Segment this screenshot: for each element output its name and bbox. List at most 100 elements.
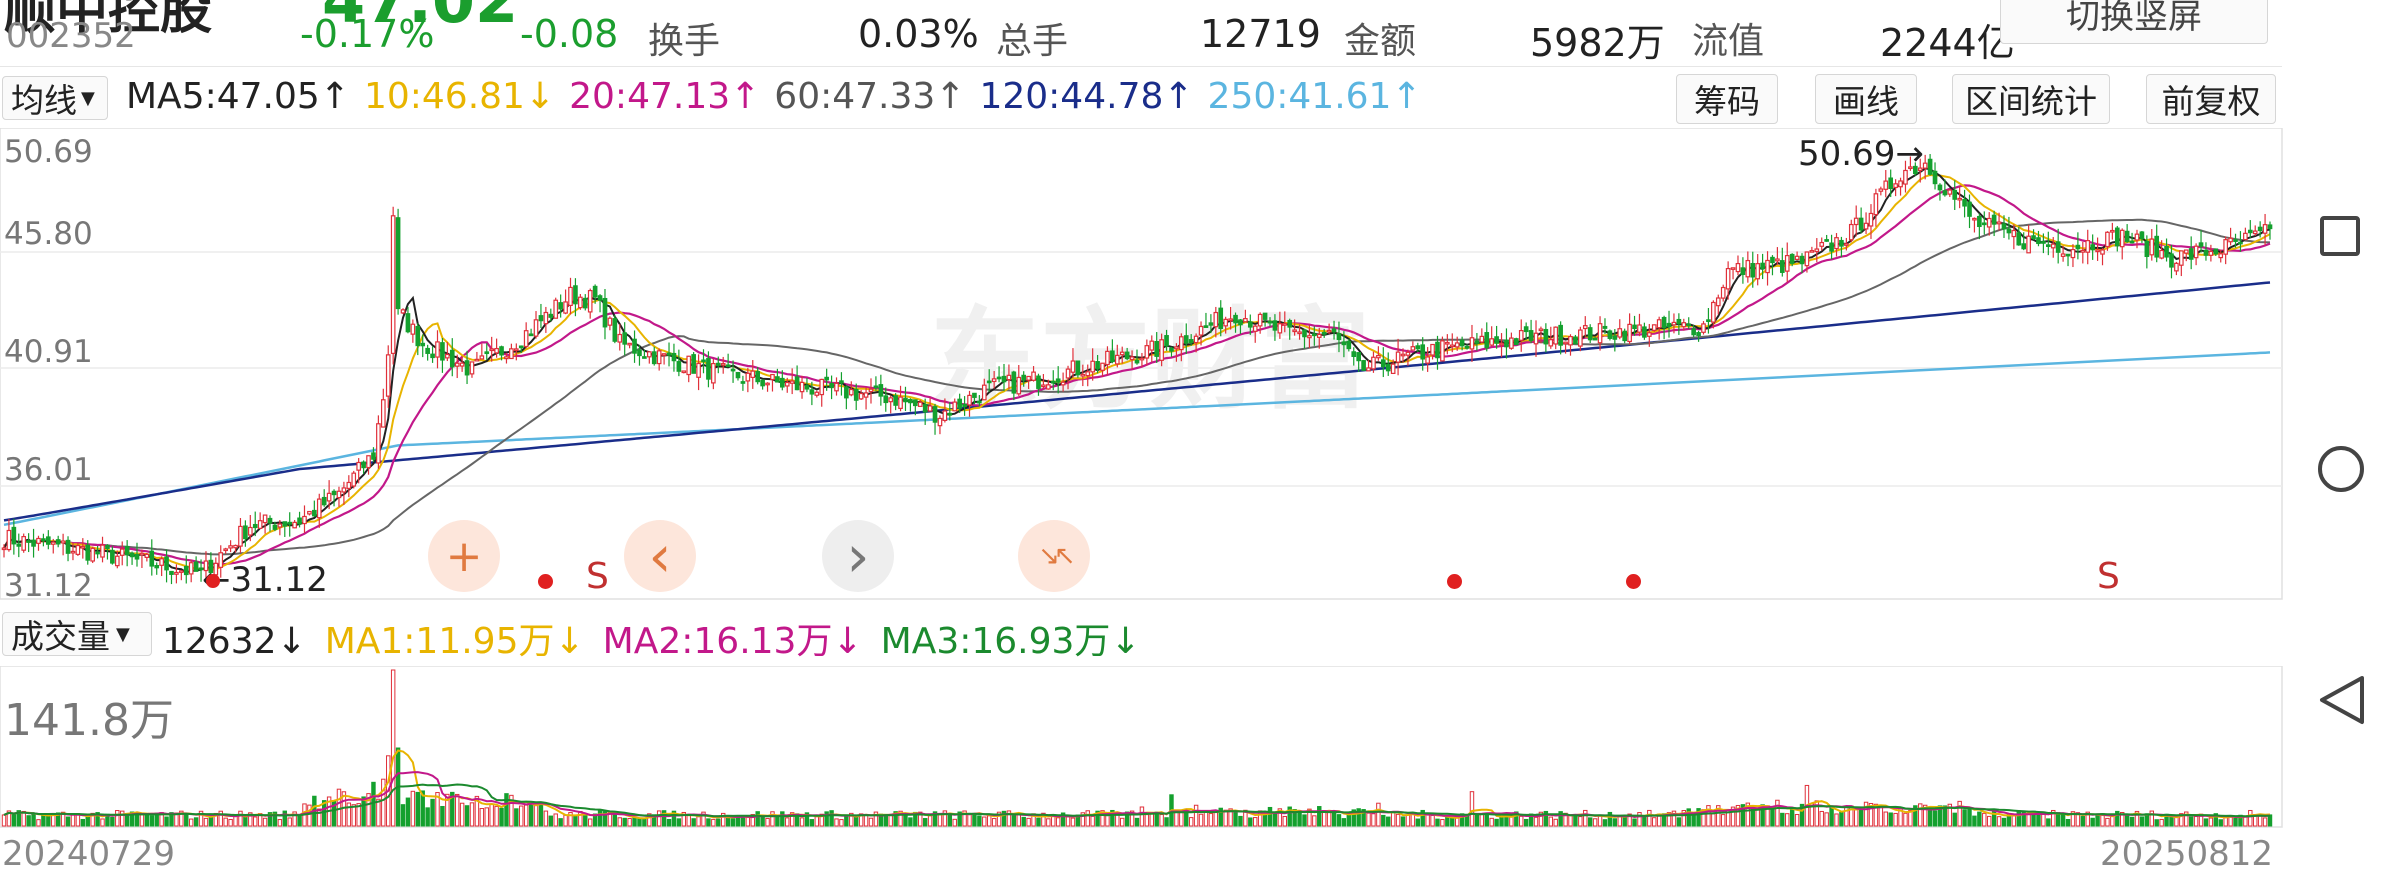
volume-bar [1903, 812, 1908, 827]
amount-value: 5982万 [1530, 21, 1665, 65]
buy-dot-marker [538, 574, 553, 589]
volume-bar [696, 816, 701, 827]
volume-bar [351, 804, 356, 827]
home-icon[interactable] [2318, 446, 2364, 492]
volume-bar [666, 818, 672, 827]
volume-bar [1996, 816, 2002, 827]
volume-selector[interactable]: 成交量 ▼ [2, 612, 152, 656]
candle [75, 542, 81, 556]
volume-bar [937, 813, 943, 827]
volume-bar [627, 818, 632, 827]
candle [691, 352, 696, 374]
prev-button[interactable]: ‹ [624, 520, 696, 592]
candle [1597, 316, 1603, 351]
volume-bar [760, 816, 765, 827]
volume-bar [750, 814, 755, 827]
volume-bar [1972, 815, 1977, 827]
volume-bar [1789, 807, 1795, 827]
candle [2110, 222, 2115, 240]
candle [1031, 366, 1036, 382]
candle [1134, 349, 1140, 365]
candle [1055, 366, 1061, 394]
candle [1080, 364, 1086, 387]
zoom-in-button[interactable]: + [428, 520, 500, 592]
candle [829, 375, 834, 400]
volume-bar [893, 811, 898, 827]
turnover-value: 0.03% [858, 12, 979, 56]
candle [1371, 351, 1376, 373]
volume-bar [1494, 818, 1499, 827]
candle [390, 206, 396, 365]
candle [499, 345, 504, 361]
volume-bar [1095, 810, 1100, 827]
volume-bar [1819, 810, 1824, 827]
candle [1661, 315, 1667, 340]
volume-bar [415, 791, 421, 827]
candle [1962, 189, 1967, 218]
ma20-line [3, 184, 2271, 566]
chips-button[interactable]: 筹码 [1676, 74, 1778, 124]
candle [484, 343, 490, 360]
candle [2119, 228, 2125, 260]
candle [661, 353, 667, 365]
candle [582, 294, 588, 311]
candle [824, 368, 829, 391]
candle [893, 393, 898, 411]
interval-stats-button[interactable]: 区间统计 [1952, 74, 2110, 124]
candle [558, 294, 563, 318]
candle [479, 343, 485, 360]
candle [1903, 160, 1908, 193]
candle [2114, 225, 2120, 252]
switch-portrait-button[interactable]: 切换竖屏 [2000, 0, 2268, 44]
candle [243, 520, 248, 547]
ma-selector[interactable]: 均线 ▼ [2, 76, 108, 120]
candle [1740, 257, 1746, 284]
volume-bar [1853, 808, 1859, 827]
candle [1188, 334, 1194, 346]
volume-bar [1908, 810, 1913, 827]
candle [750, 360, 756, 389]
candle [1735, 255, 1741, 276]
volume-chart[interactable] [0, 666, 2283, 828]
volume-bar [223, 817, 228, 827]
volume-bar [1159, 814, 1164, 827]
volume-bar [1036, 817, 1041, 827]
candle [548, 308, 554, 322]
volume-bar [922, 818, 928, 827]
volume-bar [918, 811, 923, 827]
turnover-label: 换手 [648, 21, 721, 62]
candle [1243, 309, 1248, 323]
candle [1893, 179, 1898, 197]
back-icon[interactable] [2318, 674, 2366, 726]
volume-bar [1775, 799, 1780, 827]
volume-bar [31, 813, 36, 827]
shrink-button[interactable]: ↘↖ [1018, 520, 1090, 592]
candle [405, 306, 411, 334]
volume-bar [1479, 813, 1485, 827]
volume-bar [2159, 818, 2164, 827]
volume-bar [1794, 813, 1800, 827]
candle [696, 354, 701, 391]
draw-line-button[interactable]: 画线 [1815, 74, 1917, 124]
ma60-arrow: ↑ [935, 76, 966, 117]
candle [1169, 346, 1174, 357]
candle [55, 535, 61, 548]
candle [947, 402, 953, 421]
volume-bar [1006, 810, 1012, 827]
volume-bar [1021, 816, 1026, 827]
candle [1297, 324, 1302, 340]
candle [1420, 337, 1426, 371]
sell-marker: S [2097, 556, 2120, 597]
candle [400, 308, 406, 315]
next-button[interactable]: › [822, 520, 894, 592]
adjust-button[interactable]: 前复权 [2146, 74, 2276, 124]
candle [2085, 229, 2091, 265]
volume-bar [2065, 819, 2071, 827]
price-chart[interactable]: 东方财富 [0, 128, 2283, 600]
volume-bar [1297, 811, 1302, 827]
stock-name: 顺中控股 [4, 0, 213, 41]
recent-apps-icon[interactable] [2320, 216, 2360, 256]
volume-bar [1386, 816, 1391, 827]
volume-bar [671, 810, 677, 827]
candle [11, 518, 17, 555]
